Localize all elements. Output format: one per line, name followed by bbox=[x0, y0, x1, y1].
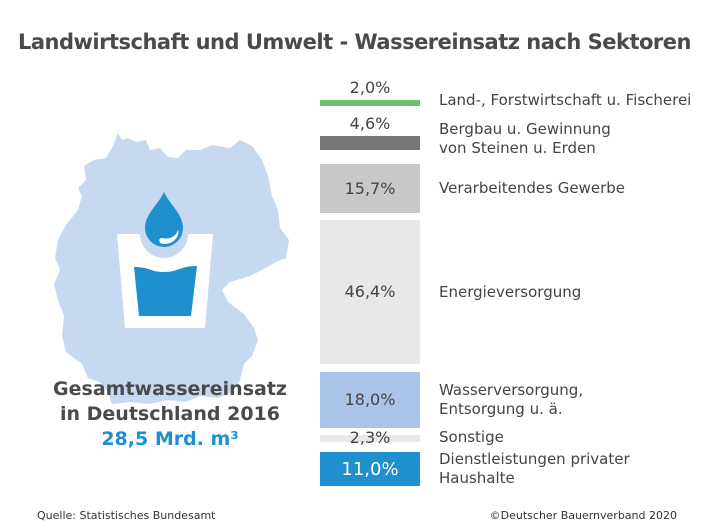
bar-value-label: 15,7% bbox=[344, 178, 396, 198]
chart-title: Landwirtschaft und Umwelt - Wassereinsat… bbox=[18, 30, 691, 54]
bar-3 bbox=[320, 220, 420, 364]
glass-water bbox=[134, 266, 197, 316]
bar-5 bbox=[320, 435, 420, 442]
water-drop-icon bbox=[145, 192, 183, 247]
bar-2 bbox=[320, 164, 420, 213]
sector-label: Land-, Forstwirtschaft u. Fischerei bbox=[439, 90, 692, 109]
bar-value-label: 2,3% bbox=[349, 428, 391, 447]
bar-value-label: 11,0% bbox=[341, 459, 399, 480]
bar-value-label: 4,6% bbox=[349, 114, 391, 133]
total-value: 28,5 Mrd. m³ bbox=[101, 428, 239, 450]
bar-value-label: 2,0% bbox=[349, 78, 391, 97]
bar-4 bbox=[320, 372, 420, 428]
sector-label: Energieversorgung bbox=[439, 282, 582, 301]
total-label-line2: in Deutschland 2016 bbox=[60, 403, 280, 425]
copyright: ©Deutscher Bauernverband 2020 bbox=[489, 509, 677, 522]
total-label-line1: Gesamtwassereinsatz bbox=[53, 378, 287, 400]
drop-highlight bbox=[159, 230, 179, 244]
bar-1 bbox=[320, 136, 420, 150]
sector-label: Sonstige bbox=[439, 427, 504, 446]
sector-label: Verarbeitendes Gewerbe bbox=[439, 179, 625, 197]
sector-label: Bergbau u. Gewinnung von Steinen u. Erden bbox=[439, 120, 611, 157]
source-note: Quelle: Statistisches Bundesamt bbox=[37, 509, 216, 522]
bar-0 bbox=[320, 100, 420, 106]
sector-label: Wasserversorgung, Entsorgung u. ä. bbox=[439, 381, 584, 418]
bar-6 bbox=[320, 452, 420, 486]
sector-label: Dienstleistungen privater Haushalte bbox=[439, 450, 630, 487]
bar-value-label: 18,0% bbox=[344, 390, 396, 409]
bar-value-label: 46,4% bbox=[344, 282, 396, 301]
germany-map bbox=[54, 133, 289, 404]
